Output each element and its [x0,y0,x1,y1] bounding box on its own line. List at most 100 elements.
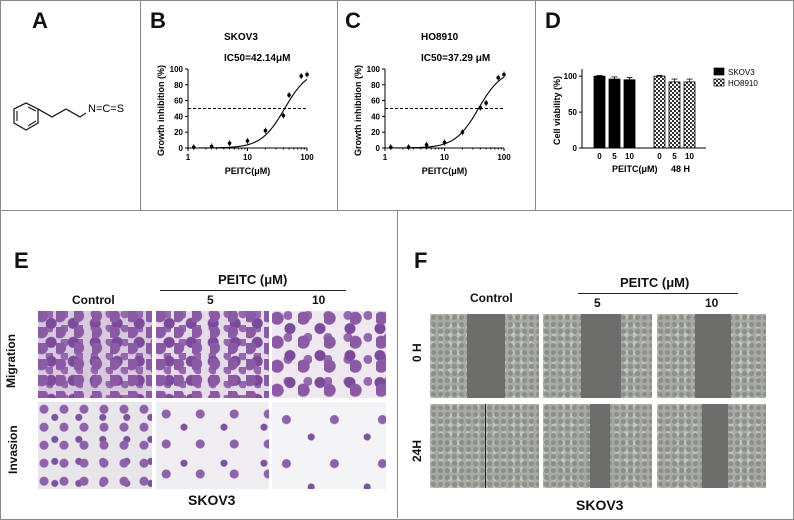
benzene-ring [13,102,39,131]
ethyl-chain [37,108,87,118]
fit-curve-skov3 [188,78,308,149]
data-point-skov3 [299,74,304,78]
x-tick-label-ho8910: 100 [497,153,511,162]
data-point-skov3 [191,145,196,150]
panel-a-label: A [32,8,48,33]
data-point-skov3 [227,141,232,146]
legend-label-ho8910: HO8910 [728,79,758,88]
control-label-e: Control [72,293,115,307]
x-axis-label-viability: PEITC(μM) [612,164,658,174]
data-point-skov3 [209,144,214,149]
wound-image-10-24h [657,404,766,488]
data-point-ho8910 [388,145,393,150]
treatment-bracket-f [578,293,738,294]
dose-label-e-10: 10 [312,293,326,307]
micrograph-invasion-control [38,402,152,489]
y-tick-label-viability: 50 [568,108,577,117]
chart-title-skov3: SKOV3 [224,32,258,43]
y-tick-label-skov3: 100 [170,65,184,74]
bar-ho8910 [668,81,681,149]
ic50-annotation-skov3: IC50=42.14μM [224,53,290,64]
x-tick-label-viability: 5 [612,152,617,161]
y-tick-label-viability: 100 [564,72,578,81]
y-axis-label-skov3: Growth inhibition (%) [156,65,166,156]
wound-image-10-0h [657,314,766,398]
divider-e-f [397,210,398,518]
row-label-invasion: Invasion [6,425,20,474]
data-point-skov3 [305,72,309,77]
micrograph-invasion-5 [156,402,269,489]
dose-label-f-5: 5 [594,296,601,310]
x-axis-label-skov3: PEITC(μM) [225,166,271,176]
panel-b-label: B [150,8,166,33]
panel-f-label: F [414,248,428,273]
y-tick-label-ho8910: 40 [371,112,380,121]
y-tick-label-ho8910: 60 [371,97,380,106]
fit-curve-ho8910 [385,76,505,149]
peitc-structure: N=C=S [13,102,124,131]
isothiocyanate-group: N=C=S [88,103,124,115]
data-point-ho8910 [484,101,488,105]
control-label-f: Control [470,291,513,305]
y-tick-label-skov3: 60 [174,97,183,106]
x-tick-label-skov3: 1 [186,153,191,162]
panel-c-label: C [345,8,361,33]
dose-label-e-5: 5 [207,293,214,307]
micrograph-migration-5 [156,311,269,398]
micrograph-migration-10 [272,311,386,398]
wound-image-control-24h [430,404,539,488]
data-point-ho8910 [424,143,429,147]
ring-double-bond [27,120,37,127]
row-label-24h: 24H [410,439,424,462]
panel-e-label: E [14,248,29,273]
panel-d-label: D [545,8,561,33]
cell-line-label-e: SKOV3 [188,492,236,508]
chart-title-ho8910: HO8910 [421,32,459,43]
growth-inhibition-chart-ho8910: HO8910 IC50=37.29 μM 0 20 40 60 80 100 1 10 100 PEI… [353,32,511,176]
data-point-skov3 [263,128,268,133]
y-tick-label-ho8910: 0 [376,144,381,153]
bar-ho8910 [683,81,696,149]
x-tick-label-viability: 10 [625,152,634,161]
x-tick-label-ho8910: 1 [383,153,388,162]
data-point-ho8910 [496,75,501,80]
y-axis-label-ho8910: Growth inhibition (%) [353,65,363,156]
data-point-ho8910 [502,72,506,77]
time-label-viability: 48 H [671,164,690,174]
divider-c-d [535,0,536,210]
bar-skov3 [623,79,636,149]
divider-top [0,210,792,211]
data-point-ho8910 [478,105,483,110]
legend-swatch-ho8910 [713,78,725,87]
y-tick-label-skov3: 80 [174,81,183,90]
wound-image-5-24h [543,404,652,488]
x-axis-label-ho8910: PEITC(μM) [422,166,468,176]
x-tick-label-skov3: 100 [300,153,314,162]
x-tick-label-viability: 0 [597,152,602,161]
growth-inhibition-chart-skov3: SKOV3 IC50=42.14μM 0 20 40 60 80 100 1 10 100 PEITC… [156,32,314,176]
y-tick-label-ho8910: 20 [371,128,380,137]
x-tick-label-viability: 10 [685,152,694,161]
data-point-skov3 [281,113,286,118]
y-tick-label-skov3: 20 [174,128,183,137]
treatment-bracket-e [160,290,346,291]
row-label-0h: 0 H [410,343,424,362]
data-point-skov3 [245,139,250,143]
ring-double-bond [27,106,37,112]
y-tick-label-viability: 0 [573,144,578,153]
data-point-ho8910 [406,145,411,150]
micrograph-migration-control [38,311,152,398]
divider-b-c [337,0,338,210]
y-tick-label-ho8910: 100 [367,65,381,74]
x-tick-label-skov3: 10 [243,153,252,162]
cell-line-label-f: SKOV3 [576,497,624,513]
y-axis-label-viability: Cell viability (%) [552,76,562,145]
row-label-migration: Migration [4,334,18,388]
wound-image-control-0h [430,314,539,398]
wound-image-5-0h [543,314,652,398]
divider-a-b [140,0,141,210]
data-point-ho8910 [442,140,447,145]
bar-skov3 [608,78,621,149]
dose-label-f-10: 10 [705,296,719,310]
